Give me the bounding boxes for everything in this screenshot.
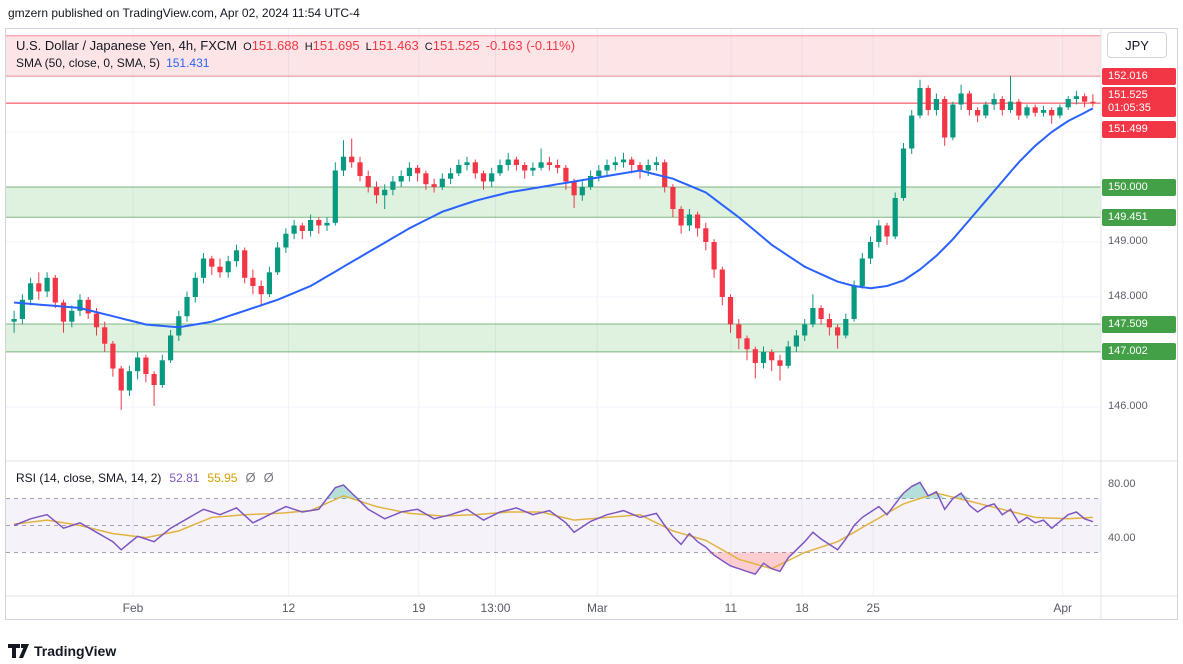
- open-label: O: [243, 41, 252, 53]
- rsi-title: RSI (14, close, SMA, 14, 2): [16, 471, 162, 485]
- sma-value: 151.431: [166, 56, 210, 70]
- rsi-sma-value: 55.95: [207, 471, 238, 485]
- tradingview-logo-text: TradingView: [34, 643, 117, 659]
- price-level-label: 149.451: [1102, 208, 1176, 226]
- price-level-label: 151.499: [1102, 121, 1176, 139]
- close-value: 151.525: [432, 38, 480, 53]
- price-level-label: 152.016: [1102, 67, 1176, 85]
- current-price-label: 151.525 01:05:35: [1102, 87, 1176, 118]
- time-axis-label: 13:00: [480, 601, 511, 615]
- tradingview-logo[interactable]: TradingView: [8, 643, 116, 659]
- hollow-circle-icon[interactable]: Ø: [263, 470, 274, 485]
- price-level-label: 147.002: [1102, 343, 1176, 361]
- rsi-axis-label: 40.00: [1108, 532, 1136, 544]
- time-axis-label: Mar: [586, 601, 608, 615]
- price-level-label: 150.000: [1102, 178, 1176, 196]
- price-axis-label: 146.000: [1108, 400, 1148, 412]
- time-axis-label: 25: [866, 601, 880, 615]
- countdown-timer: 01:05:35: [1108, 102, 1151, 115]
- sma-legend[interactable]: SMA (50, close, 0, SMA, 5) 151.431: [16, 56, 209, 70]
- rsi-value: 52.81: [169, 471, 200, 485]
- symbol-legend[interactable]: U.S. Dollar / Japanese Yen, 4h, FXCM O151…: [16, 38, 575, 53]
- close-label: C: [424, 41, 433, 53]
- time-axis-label: 19: [412, 601, 426, 615]
- low-value: 151.463: [371, 38, 419, 53]
- hollow-circle-icon[interactable]: Ø: [245, 470, 256, 485]
- price-chart[interactable]: [6, 29, 1177, 619]
- time-axis-label: 11: [724, 601, 738, 615]
- currency-button[interactable]: JPY: [1107, 32, 1167, 58]
- high-label: H: [304, 41, 313, 53]
- rsi-axis-label: 80.00: [1108, 478, 1136, 490]
- symbol-title: U.S. Dollar / Japanese Yen, 4h, FXCM: [16, 38, 238, 53]
- price-axis-label: 148.000: [1108, 290, 1148, 302]
- open-value: 151.688: [251, 38, 299, 53]
- time-axis-label: 12: [281, 601, 296, 615]
- price-level-label: 147.509: [1102, 315, 1176, 333]
- price-axis-label: 149.000: [1108, 235, 1148, 247]
- low-label: L: [365, 41, 372, 53]
- time-axis-label: Apr: [1053, 601, 1073, 615]
- chart-frame: [5, 28, 1178, 620]
- sma-title: SMA (50, close, 0, SMA, 5): [16, 56, 161, 70]
- tradingview-logo-icon: [8, 644, 29, 658]
- time-axis-label: Feb: [122, 601, 144, 615]
- high-value: 151.695: [312, 38, 360, 53]
- publish-header: gmzern published on TradingView.com, Apr…: [8, 6, 360, 20]
- time-axis-label: 18: [795, 601, 809, 615]
- change-value: -0.163 (-0.11%): [485, 38, 576, 53]
- rsi-legend[interactable]: RSI (14, close, SMA, 14, 2) 52.81 55.95 Ø Ø: [16, 470, 274, 485]
